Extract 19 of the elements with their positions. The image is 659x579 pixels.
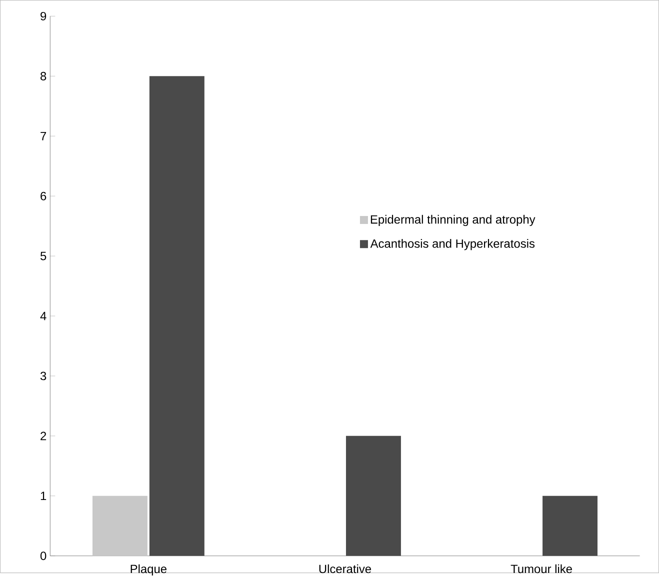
y-tick-label: 2 (40, 432, 46, 440)
y-tick-label: 9 (40, 12, 46, 20)
y-tick-label: 6 (40, 192, 46, 200)
y-tick-label: 0 (40, 552, 46, 560)
x-tick-label: Tumour like (510, 564, 572, 574)
legend-label: Epidermal thinning and atrophy (370, 214, 536, 226)
legend-label: Acanthosis and Hyperkeratosis (370, 239, 535, 250)
y-tick-label: 3 (40, 372, 46, 380)
y-tick-label: 7 (40, 132, 46, 140)
bar (346, 436, 401, 556)
y-tick-label: 1 (40, 492, 46, 500)
x-tick-label: Plaque (130, 564, 166, 576)
y-tick-label: 8 (40, 72, 46, 80)
bar (542, 496, 598, 556)
y-tick-label: 5 (40, 252, 46, 260)
y-tick-label: 4 (40, 312, 46, 320)
x-tick-label: Ulcerative (319, 564, 372, 574)
bar (92, 496, 148, 556)
bar (149, 76, 204, 556)
